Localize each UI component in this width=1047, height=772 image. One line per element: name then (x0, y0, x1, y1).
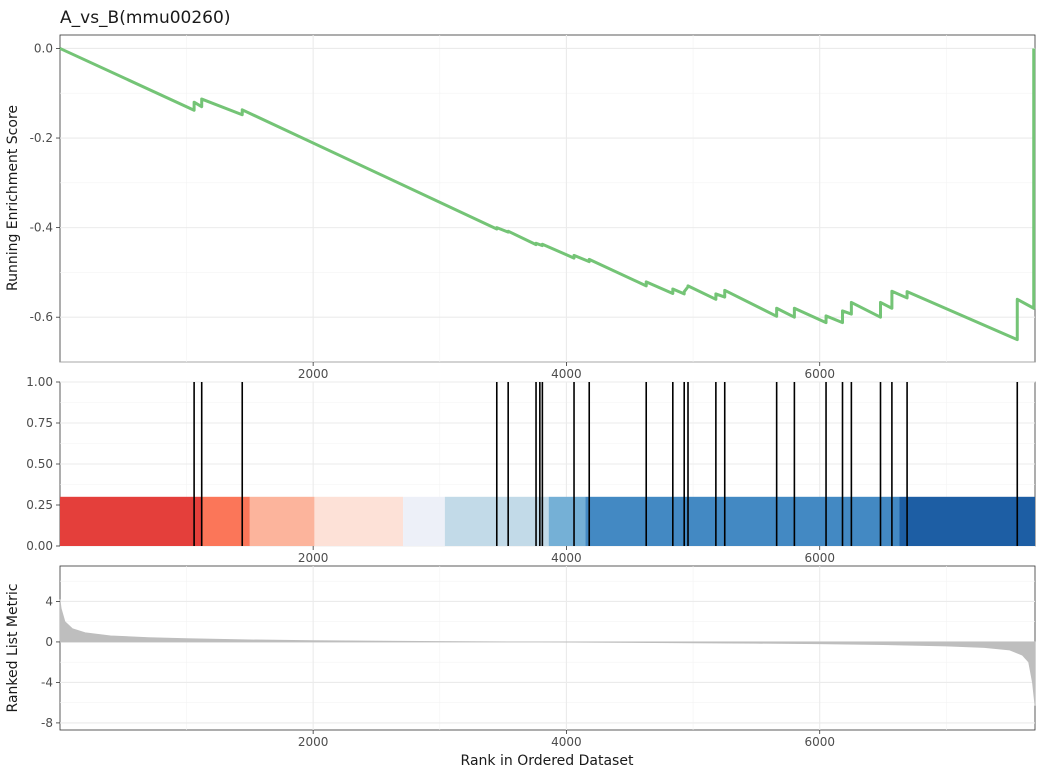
y-tick-label: 0.0 (34, 41, 53, 55)
rank-color-band (585, 496, 900, 546)
ranked-metric-area (59, 599, 1036, 706)
ranked-metric-y-axis-title: Ranked List Metric (5, 584, 21, 713)
x-axis-title: Rank in Ordered Dataset (461, 753, 634, 769)
x-tick-label: 2000 (298, 367, 329, 381)
ranked-metric-y-axis: 4 0 -4 -8 (41, 594, 60, 730)
y-tick-label: 0.00 (26, 539, 53, 553)
y-tick-label: -0.6 (30, 310, 53, 324)
y-tick-label: 0.50 (26, 457, 53, 471)
running-score-panel-background (59, 34, 1036, 363)
rank-color-bands (60, 496, 1035, 546)
x-tick-label: 4000 (551, 551, 582, 565)
running-score-panel: 0.0 -0.2 -0.4 -0.6 2000 4000 6000 Running Enr… (5, 34, 1036, 381)
gene-hits-x-axis: 2000 4000 6000 (298, 546, 835, 565)
running-score-grid (60, 35, 1035, 363)
y-tick-label: -0.2 (30, 131, 53, 145)
rank-color-band (403, 496, 445, 546)
y-tick-label: 4 (45, 594, 53, 608)
running-score-y-axis-title: Running Enrichment Score (5, 105, 21, 291)
chart-title: A_vs_B(mmu00260) (60, 8, 230, 28)
y-tick-label: 0 (45, 635, 53, 649)
gene-hit-lines (193, 382, 1019, 546)
gene-hits-y-axis: 0.00 0.25 0.50 0.75 1.00 (26, 375, 60, 553)
y-tick-label: -8 (41, 716, 53, 730)
y-tick-label: 1.00 (26, 375, 53, 389)
rank-color-band (899, 496, 1035, 546)
running-score-series (59, 47, 1036, 342)
rank-color-band (60, 496, 202, 546)
y-tick-label: 0.75 (26, 416, 53, 430)
ranked-metric-series (59, 599, 1036, 706)
x-tick-label: 6000 (804, 735, 835, 749)
x-tick-label: 2000 (298, 735, 329, 749)
running-score-line (59, 47, 1036, 342)
x-tick-label: 6000 (804, 367, 835, 381)
x-tick-label: 4000 (551, 735, 582, 749)
y-tick-label: -4 (41, 675, 53, 689)
rank-color-band (314, 496, 404, 546)
running-score-x-axis: 2000 4000 6000 (298, 362, 835, 381)
ranked-metric-panel-background (59, 565, 1036, 731)
rank-color-band (249, 496, 315, 546)
ranked-metric-x-axis: 2000 4000 6000 (298, 730, 835, 749)
running-score-y-axis: 0.0 -0.2 -0.4 -0.6 (30, 41, 60, 324)
x-tick-label: 2000 (298, 551, 329, 565)
y-tick-label: -0.4 (30, 221, 53, 235)
y-tick-label: 0.25 (26, 498, 53, 512)
rank-color-band (548, 496, 586, 546)
ranked-metric-panel: 4 0 -4 -8 2000 4000 6000 Ranked List Metric R… (5, 565, 1036, 769)
x-tick-label: 6000 (804, 551, 835, 565)
x-tick-label: 4000 (551, 367, 582, 381)
gene-hits-panel: 0.00 0.25 0.50 0.75 1.00 2000 4000 6000 (26, 375, 1036, 565)
